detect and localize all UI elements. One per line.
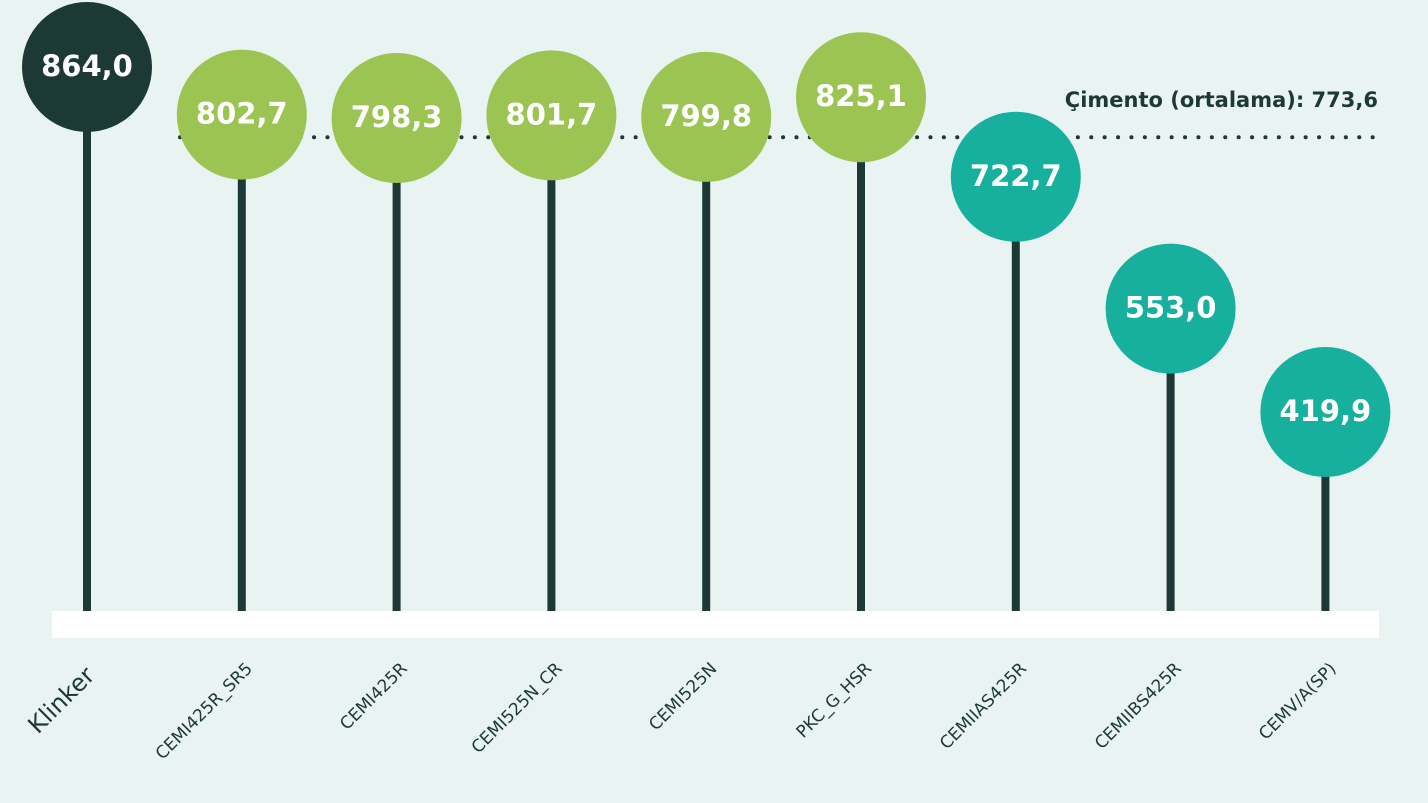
lollipop-head (950, 111, 1081, 242)
stem (857, 97, 865, 611)
stem (547, 115, 556, 611)
lollipop-head (176, 49, 307, 180)
stem (702, 116, 711, 611)
value-label: 801,7 (506, 97, 598, 131)
stem (1011, 176, 1020, 611)
value-label: 864,0 (41, 49, 133, 83)
value-label: 798,3 (351, 100, 443, 134)
lollipop-head (1260, 347, 1391, 477)
stem (237, 114, 246, 611)
stem (1166, 308, 1175, 611)
stem (83, 67, 91, 611)
baseline (52, 611, 1379, 638)
value-label: 553,0 (1125, 291, 1217, 325)
lollipop-head (796, 32, 926, 163)
value-label: 825,1 (815, 79, 907, 113)
lollipop-head (486, 50, 617, 181)
lollipop-head (22, 2, 152, 132)
value-label: 722,7 (970, 159, 1062, 193)
lollipop-head (331, 53, 462, 184)
value-label: 799,8 (660, 99, 752, 133)
lollipop-head (1105, 243, 1236, 374)
value-label: 419,9 (1280, 394, 1372, 428)
stem (392, 118, 401, 611)
value-label: 802,7 (196, 97, 288, 131)
stem (1321, 412, 1330, 611)
lollipop-head (641, 51, 772, 182)
reference-label: Çimento (ortalama): 773,6 (1065, 88, 1378, 112)
